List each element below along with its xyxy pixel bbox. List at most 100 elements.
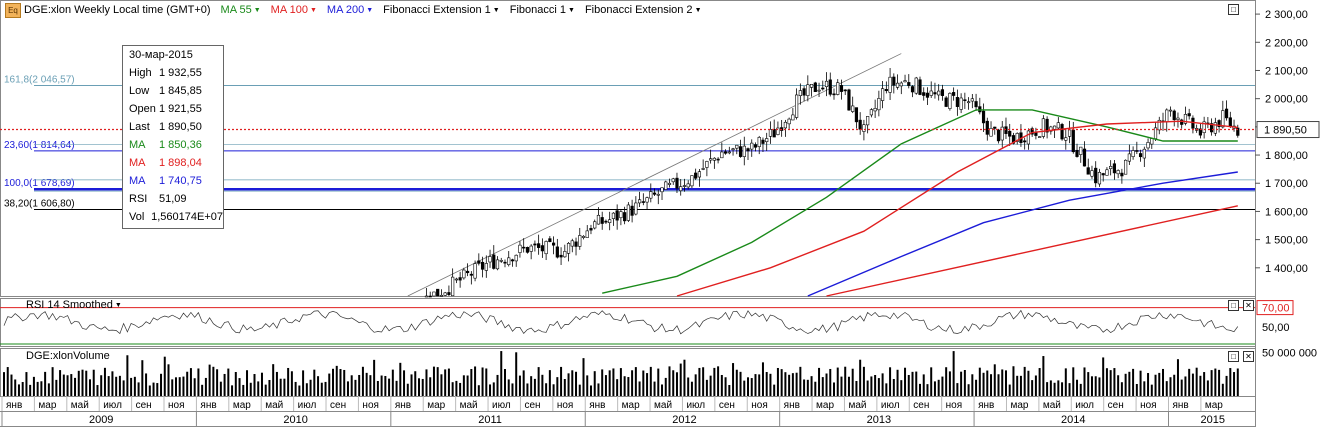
volume-bar [668,366,671,396]
rsi-panel[interactable] [0,298,1256,347]
indicator-fib-ext2[interactable]: Fibonacci Extension 2 ▼ [584,4,702,16]
volume-bar [604,375,607,396]
info-row-rsi: RSI 51,09 [123,190,223,208]
candle-body [918,79,922,95]
indicator-fib1[interactable]: Fibonacci 1 ▼ [509,4,575,16]
volume-bar [395,380,398,396]
volume-bar [1098,377,1101,396]
volume-bar [1158,372,1161,396]
chart-header: DGE:xlon Weekly Local time (GMT+0) MA 55… [24,2,712,18]
volume-bar [470,369,473,396]
candle-body [727,151,731,154]
candle-body [742,145,746,157]
candle-body [1165,109,1169,123]
volume-bar [788,374,791,396]
indicator-fib-ext1[interactable]: Fibonacci Extension 1 ▼ [383,4,500,16]
indicator-ma200[interactable]: MA 200 ▼ [326,4,374,16]
candle-body [1202,121,1206,133]
volume-panel-header[interactable]: DGE:xlonVolume [26,350,110,362]
candle-body [454,278,458,281]
candle-body [750,142,754,150]
equity-symbol-icon[interactable]: Eq [5,3,21,18]
volume-bar [945,367,948,396]
candle-body [783,121,787,129]
volume-bar [769,373,772,396]
candle-body [1026,130,1031,145]
volume-bar [234,371,237,396]
volume-bar [1218,369,1221,396]
candle-body [1228,117,1232,127]
volume-bar [253,374,256,396]
volume-bar [268,379,271,396]
month-label: мар [427,400,445,411]
volume-bar [833,382,835,396]
month-label: май [848,400,866,411]
candle-body [802,88,806,96]
volume-bar [743,380,746,396]
volume-bar [735,369,738,396]
volume-bar [616,379,619,396]
candle-body [851,105,855,112]
volume-bar [354,379,357,396]
month-label: янв [978,400,994,411]
volume-bar [548,370,551,396]
maximize-icon[interactable]: □ [1228,4,1239,15]
volume-bar [156,383,159,396]
volume-bar [320,382,323,396]
month-label: сен [524,400,540,411]
candle-body [1015,133,1019,142]
candle-body [705,161,709,168]
volume-bar [1191,373,1194,396]
volume-bar [1165,381,1168,396]
volume-bar [851,368,854,396]
candle-body [922,92,926,96]
volume-bar [294,381,297,396]
candle-body [720,151,724,159]
candle-body [570,240,574,247]
volume-bar [541,374,544,396]
volume-panel[interactable] [0,348,1256,397]
volume-bar [204,377,207,396]
volume-bar [17,384,20,396]
indicator-ma55[interactable]: MA 55 ▼ [220,4,261,16]
maximize-icon[interactable]: □ [1228,300,1239,311]
rsi-panel-header[interactable]: RSI 14 Smoothed ▼ [26,299,122,311]
candle-body [507,257,511,266]
volume-bar [335,365,338,396]
month-label: май [460,400,478,411]
ohlc-info-box: 30-мар-2015 High 1 932,55 Low 1 845,85 Open 1… [122,45,224,229]
volume-bar [193,378,196,396]
candle-body [675,177,679,189]
volume-bar [526,383,529,396]
candle-body [432,291,436,297]
volume-bar [246,370,249,396]
indicator-ma100[interactable]: MA 100 ▼ [270,4,317,16]
maximize-icon[interactable]: □ [1228,351,1239,362]
volume-bar [720,374,723,396]
candle-body [1052,125,1057,130]
candle-body [1116,170,1120,175]
volume-bar [92,369,95,396]
candle-body [1105,169,1109,176]
volume-bar [889,367,892,396]
candle-body [937,90,941,96]
close-icon[interactable]: ✕ [1243,351,1254,362]
info-value: 1,560174E+07 [151,211,223,223]
volume-bar [765,372,768,396]
candle-body [649,191,653,199]
volume-bar [3,372,5,396]
candle-body [488,256,492,263]
volume-bar [967,384,970,396]
candle-body [776,127,780,135]
rsi-panel-border [0,298,1256,347]
volume-bar [148,385,151,396]
volume-bar [1083,367,1086,396]
volume-bar [575,371,578,396]
volume-bar [1162,368,1165,396]
symbol-title[interactable]: DGE:xlon Weekly Local time (GMT+0) [24,4,211,16]
volume-bar [178,377,181,396]
volume-bar [1221,383,1224,396]
volume-bar [373,359,376,396]
candle-body [1172,110,1176,121]
close-icon[interactable]: ✕ [1243,300,1254,311]
